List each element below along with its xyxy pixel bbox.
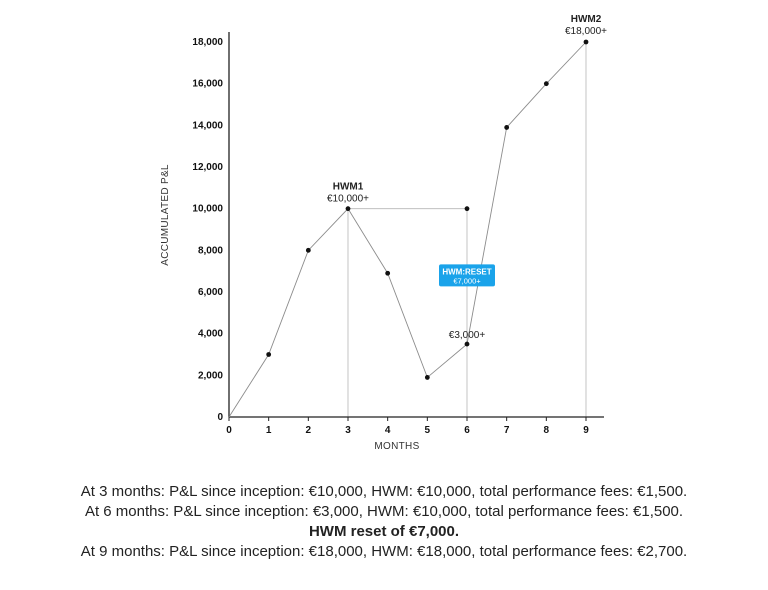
caption: At 3 months: P&L since inception: €10,00… [0, 482, 768, 562]
x-tick-label: 6 [464, 425, 470, 436]
y-tick-label: 14,000 [192, 120, 223, 131]
x-tick-label: 4 [385, 425, 391, 436]
x-tick-label: 2 [306, 425, 312, 436]
y-tick-label: 6,000 [198, 287, 223, 298]
caption-line-3-months: At 3 months: P&L since inception: €10,00… [80, 483, 688, 500]
p6-value-label: €3,000+ [449, 330, 486, 341]
y-tick-label: 2,000 [198, 370, 223, 381]
y-tick-label: 4,000 [198, 329, 223, 340]
pnl-point [345, 206, 351, 212]
hwm-reset-title: HWM:RESET [442, 267, 491, 276]
x-tick-label: 7 [504, 425, 510, 436]
hwm-reset-value: €7,000+ [453, 276, 481, 285]
pnl-point [464, 341, 470, 347]
pnl-point [266, 352, 272, 357]
y-tick-label: 18,000 [192, 37, 223, 48]
pnl-point [305, 247, 311, 253]
x-tick-label: 5 [425, 425, 431, 436]
y-tick-label: 16,000 [192, 79, 223, 90]
y-tick-label: 12,000 [192, 162, 223, 173]
x-tick-label: 0 [226, 425, 232, 436]
pnl-point [504, 125, 510, 130]
caption-line-6-months: At 6 months: P&L since inception: €3,000… [84, 503, 684, 520]
pnl-point [583, 39, 589, 45]
hwm-reset-badge [439, 264, 495, 287]
y-tick-label: 8,000 [198, 245, 223, 256]
y-tick-label: 10,000 [192, 204, 223, 215]
x-tick-label: 1 [266, 425, 272, 436]
hwm-point [464, 206, 470, 212]
pnl-line [228, 41, 587, 418]
x-tick-label: 8 [544, 425, 550, 436]
pnl-point [543, 81, 549, 87]
x-tick-label: 9 [583, 425, 589, 436]
hwm1-label-value: €10,000+ [327, 194, 369, 205]
caption-line-hwm-reset: HWM reset of €7,000. [308, 523, 460, 540]
pnl-point [385, 270, 391, 276]
caption-line-9-months: At 9 months: P&L since inception: €18,00… [80, 543, 688, 560]
hwm2-label-title: HWM2 [571, 14, 602, 25]
y-axis-label: ACCUMULATED P&L [160, 164, 171, 266]
hwm2-label-value: €18,000+ [565, 26, 607, 37]
y-tick-label: 0 [217, 412, 223, 423]
hwm-chart: 0 1 2 3 4 5 6 7 8 9 0 2,000 4,000 6,000 8,000 10,000 12,… [160, 14, 607, 452]
x-axis-label: MONTHS [374, 441, 419, 452]
hwm1-label-title: HWM1 [333, 182, 364, 193]
x-tick-label: 3 [345, 425, 351, 436]
pnl-point [424, 375, 430, 380]
